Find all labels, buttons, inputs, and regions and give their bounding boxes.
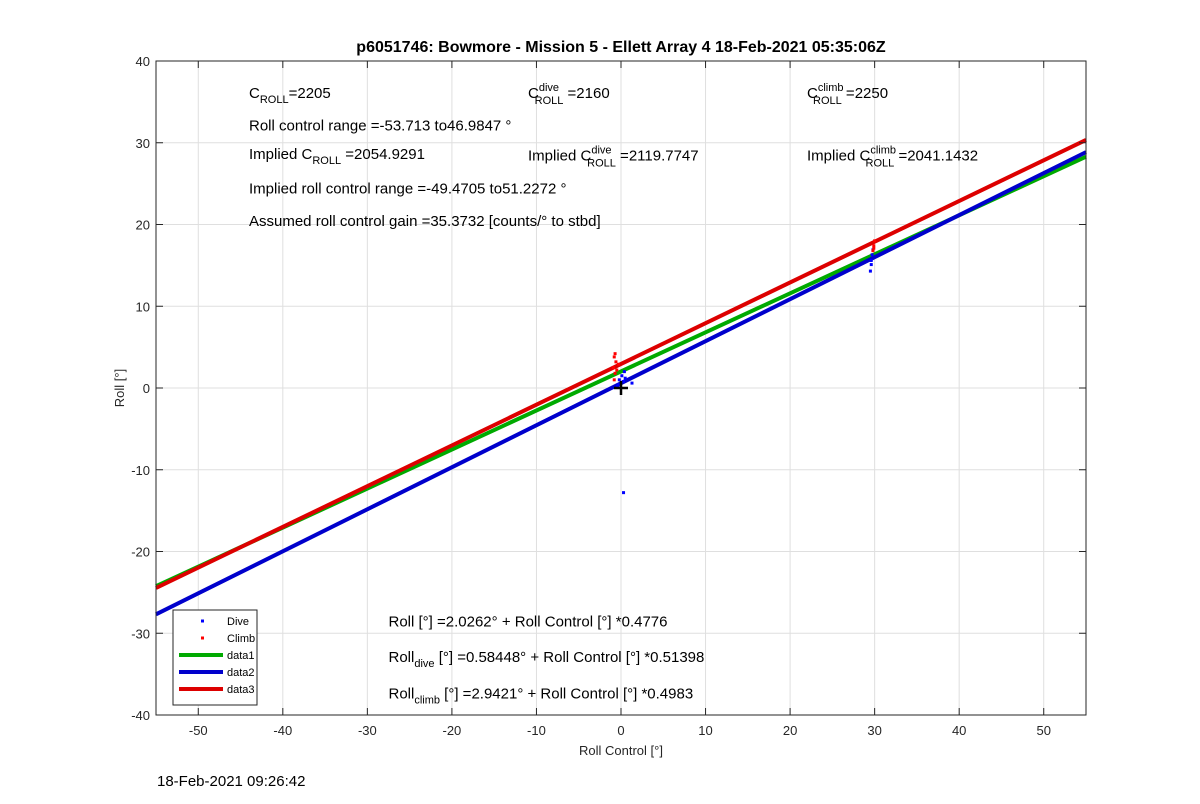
y-tick-label: 10 bbox=[136, 299, 150, 314]
print-timestamp: 18-Feb-2021 09:26:42 bbox=[157, 773, 306, 790]
fit-line-data3 bbox=[155, 138, 1087, 590]
y-tick-label: -10 bbox=[131, 463, 150, 478]
data-point-dive bbox=[868, 269, 872, 273]
data-point-dive bbox=[622, 491, 626, 495]
legend-label: data3 bbox=[227, 684, 255, 696]
annotations: CROLL=2205 Cdive ROLL =2160 Cclimb ROLL =225… bbox=[249, 82, 978, 707]
annotation: CROLL=2205 bbox=[249, 85, 331, 106]
annotation: Rolldive [°] =0.58448° + Roll Control [°… bbox=[389, 649, 705, 670]
data-point-climb bbox=[614, 360, 618, 364]
data-point-dive bbox=[620, 374, 624, 378]
data-point-climb bbox=[612, 378, 616, 382]
annotation: Rollclimb [°] =2.9421° + Roll Control [°… bbox=[389, 686, 694, 707]
x-tick-label: 40 bbox=[952, 723, 966, 738]
legend-marker-dive bbox=[201, 619, 204, 623]
annotation: Cclimb ROLL =2250 bbox=[807, 82, 888, 107]
x-tick-label: 50 bbox=[1036, 723, 1050, 738]
legend-label: Climb bbox=[227, 633, 255, 645]
annotation: Implied roll control range =-49.4705 to5… bbox=[249, 180, 566, 197]
legend: Dive Climb data1 data2 data3 bbox=[172, 609, 258, 706]
data-point-climb bbox=[615, 368, 619, 372]
x-tick-label: -20 bbox=[443, 723, 462, 738]
data-point-dive bbox=[622, 370, 626, 374]
data-point-dive bbox=[869, 258, 873, 262]
y-tick-label: 40 bbox=[136, 54, 150, 69]
data-point-climb bbox=[616, 362, 620, 366]
data-point-climb bbox=[613, 352, 617, 356]
data-point-dive bbox=[616, 384, 620, 388]
annotation: Implied CROLL =2054.9291 bbox=[249, 146, 425, 167]
x-tick-label: 20 bbox=[783, 723, 797, 738]
y-tick-label: 30 bbox=[136, 136, 150, 151]
data-point-climb bbox=[612, 355, 616, 359]
data-point-climb bbox=[871, 249, 875, 253]
annotation: Assumed roll control gain =35.3732 [coun… bbox=[249, 213, 601, 230]
y-tick-label: -30 bbox=[131, 626, 150, 641]
data-point-climb bbox=[873, 239, 877, 243]
annotation: Roll [°] =2.0262° + Roll Control [°] *0.… bbox=[389, 614, 668, 631]
data-point-climb bbox=[872, 244, 876, 248]
y-tick-label: 0 bbox=[143, 381, 150, 396]
x-tick-label: 30 bbox=[867, 723, 881, 738]
y-tick-label: -40 bbox=[131, 708, 150, 723]
legend-label: data1 bbox=[227, 650, 255, 662]
data-point-dive bbox=[623, 376, 627, 380]
axis-ticks: -50 -40 -30 -20 -10 0 10 20 30 40 50 -40 -30 -20 -10 0 1… bbox=[131, 54, 1086, 738]
data-point-climb bbox=[613, 371, 617, 375]
data-point-dive bbox=[617, 378, 621, 382]
y-tick-label: -20 bbox=[131, 545, 150, 560]
legend-marker-climb bbox=[201, 636, 204, 640]
x-tick-label: -10 bbox=[527, 723, 546, 738]
data-point-dive bbox=[630, 381, 634, 385]
x-tick-label: -40 bbox=[273, 723, 292, 738]
annotation: Implied Cclimb ROLL =2041.1432 bbox=[807, 145, 978, 170]
legend-label: Dive bbox=[227, 616, 249, 628]
data-point-dive bbox=[622, 379, 626, 383]
x-tick-label: 10 bbox=[698, 723, 712, 738]
x-axis-label: Roll Control [°] bbox=[579, 743, 663, 758]
x-tick-label: -30 bbox=[358, 723, 377, 738]
legend-label: data2 bbox=[227, 667, 255, 679]
annotation: Cdive ROLL =2160 bbox=[528, 82, 610, 107]
x-tick-label: 0 bbox=[617, 723, 624, 738]
annotation: Roll control range =-53.713 to46.9847 ° bbox=[249, 117, 511, 134]
annotation: Implied Cdive ROLL =2119.7747 bbox=[528, 145, 699, 170]
data-point-dive bbox=[869, 263, 873, 267]
data-point-dive bbox=[616, 383, 620, 387]
data-point-dive bbox=[870, 253, 874, 257]
chart-title: p6051746: Bowmore - Mission 5 - Ellett A… bbox=[356, 39, 886, 56]
y-tick-label: 20 bbox=[136, 218, 150, 233]
data-point-climb bbox=[611, 366, 615, 370]
x-tick-label: -50 bbox=[189, 723, 208, 738]
origin-marker bbox=[614, 381, 628, 395]
y-axis-label: Roll [°] bbox=[112, 369, 127, 407]
data-point-climb bbox=[872, 246, 876, 250]
